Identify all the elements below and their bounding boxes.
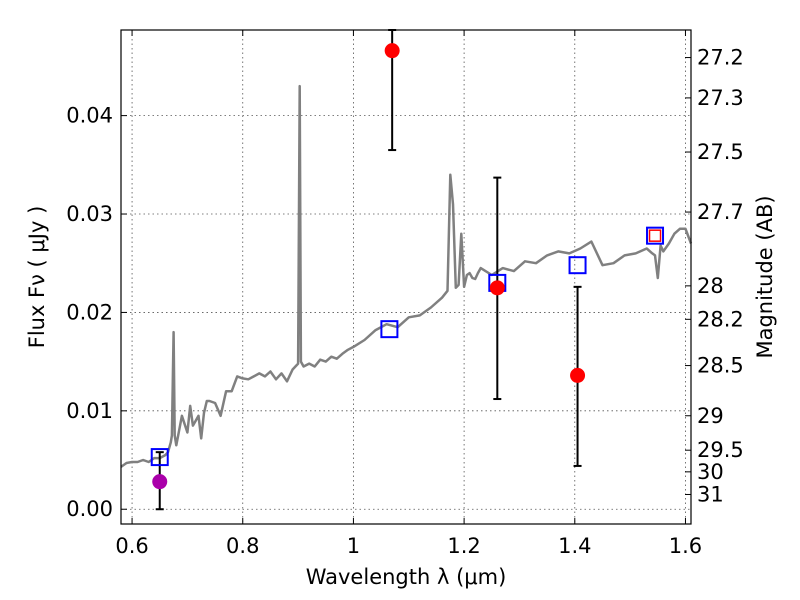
right-tick-label: 29.5 xyxy=(697,438,744,462)
y-axis-label: Flux Fν ( μJy ) xyxy=(25,206,49,349)
right-tick-label: 31 xyxy=(697,482,724,506)
observed-point xyxy=(570,367,586,383)
y-axis-right-label: Magnitude (AB) xyxy=(753,195,777,358)
right-tick-label: 27.2 xyxy=(697,46,744,70)
y-tick-label: 0.00 xyxy=(66,497,113,521)
series xyxy=(120,29,693,511)
right-tick-label: 29 xyxy=(697,404,724,428)
x-tick-label: 0.6 xyxy=(115,534,148,558)
x-tick-label: 1.2 xyxy=(447,534,480,558)
y-tick-label: 0.02 xyxy=(66,300,113,324)
y-tick-label: 0.03 xyxy=(66,202,113,226)
y-tick-label: 0.04 xyxy=(66,104,113,128)
x-axis-label: Wavelength λ (μm) xyxy=(306,565,507,589)
observed-point xyxy=(489,280,505,296)
spectrum-line xyxy=(120,84,693,468)
model-point xyxy=(646,226,665,245)
right-tick-label: 27.7 xyxy=(697,200,744,224)
model-point xyxy=(568,256,587,275)
grid xyxy=(121,30,691,524)
x-tick-label: 1.4 xyxy=(558,534,591,558)
y-axis: 0.00 0.01 0.02 0.03 0.04 xyxy=(66,104,127,521)
plot-frame xyxy=(120,29,692,525)
model-point xyxy=(150,448,169,467)
right-tick-label: 28.2 xyxy=(697,307,744,331)
x-tick-label: 1 xyxy=(347,534,360,558)
x-tick-label: 0.8 xyxy=(226,534,259,558)
y-tick-label: 0.01 xyxy=(66,399,113,423)
model-point xyxy=(380,320,399,339)
right-tick-label: 27.3 xyxy=(697,86,744,110)
x-axis: 0.6 0.8 1 1.2 1.4 1.6 xyxy=(115,30,702,558)
observed-point xyxy=(152,474,168,490)
right-tick-label: 28.5 xyxy=(697,354,744,378)
highlight-point xyxy=(648,229,662,242)
observed-point xyxy=(384,43,400,59)
right-tick-label: 27.5 xyxy=(697,140,744,164)
right-tick-label: 30 xyxy=(697,460,724,484)
x-tick-label: 1.6 xyxy=(669,534,702,558)
right-tick-label: 28 xyxy=(697,274,724,298)
